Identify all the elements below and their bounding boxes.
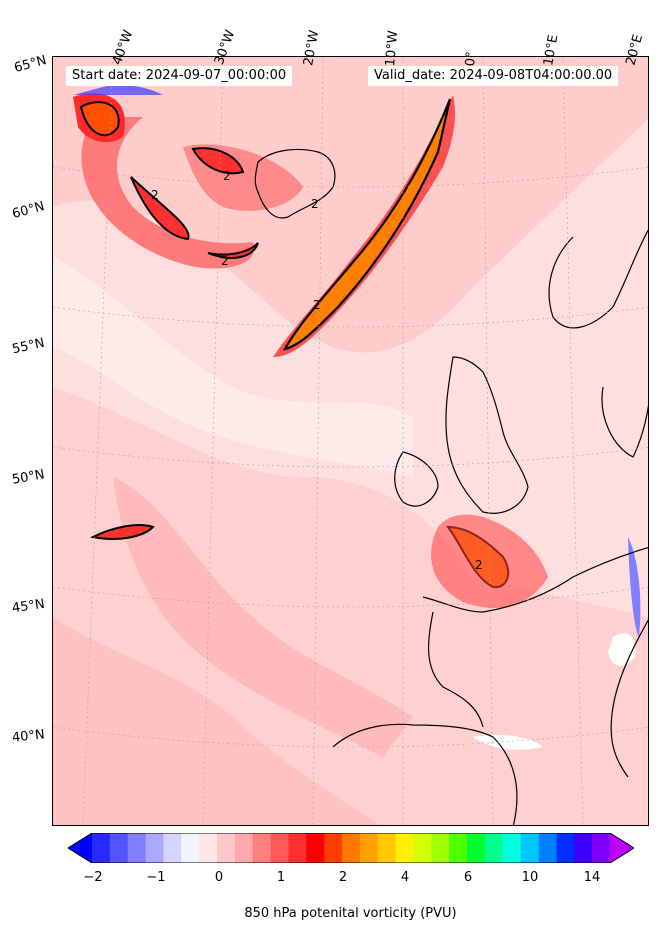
lat-label-40n: 40°N — [11, 727, 46, 746]
colorbar-segment — [592, 833, 611, 863]
sweden-coastline — [601, 386, 648, 458]
pv-negative-east — [628, 537, 641, 637]
colorbar-segment — [502, 833, 522, 863]
pv-band-southwest — [113, 477, 413, 757]
parallel-lines — [53, 166, 648, 748]
valid-date-label: Valid_date: 2024-09-08T04:00:00.00 — [368, 66, 619, 86]
pv-contour-swirl — [130, 176, 190, 241]
colorbar-segment — [520, 833, 540, 863]
colorbar-segment — [306, 833, 325, 863]
contour-label-6: 2 — [311, 197, 319, 211]
colorbar-segment — [217, 833, 236, 863]
colorbar-extend-low — [68, 833, 92, 863]
lon-label-0: 0° — [463, 50, 480, 67]
start-date-label: Start date: 2024-09-07_00:00:00 — [66, 66, 293, 86]
lat-label-60n: 60°N — [10, 199, 47, 222]
colorbar-segment — [377, 833, 397, 863]
iberia-coastline — [332, 723, 518, 825]
pv-contour-atlantic — [89, 524, 155, 540]
map-panel: 2 2 2 2 2 2 — [52, 56, 649, 826]
great-britain-coastline — [445, 356, 529, 514]
colorbar-segment — [395, 833, 415, 863]
colorbar-segment — [467, 833, 486, 863]
colorbar-segment — [574, 833, 593, 863]
colorbar-segment — [556, 833, 575, 863]
colorbar — [68, 833, 634, 863]
colorbar-segment — [431, 833, 450, 863]
colorbar-segment — [127, 833, 147, 863]
colorbar-tick-label: 6 — [463, 870, 473, 885]
colorbar-tick-label: 14 — [583, 870, 601, 885]
colorbar-segment — [199, 833, 218, 863]
colorbar-segment — [359, 833, 379, 863]
colorbar-segment — [234, 833, 254, 863]
contour-label-1: 2 — [223, 169, 231, 183]
colorbar-segment — [342, 833, 361, 863]
pv-contour-nw — [79, 101, 120, 137]
pv-contour-south-of-iceland — [207, 242, 259, 259]
contour-label-2: 2 — [151, 188, 159, 202]
colorbar-segment — [145, 833, 164, 863]
colorbar-tick-label: 1 — [276, 870, 286, 885]
colorbar-tick-label: −2 — [83, 870, 103, 885]
meridian-lines — [82, 57, 584, 825]
france-north-coastline — [422, 546, 648, 613]
pv-light-band — [53, 257, 413, 477]
colorbar-segment — [181, 833, 200, 863]
italy-coastline — [610, 619, 648, 778]
colorbar-tick-label: 10 — [521, 870, 539, 885]
pv-swirl-west — [81, 117, 255, 269]
colorbar-segment — [252, 833, 272, 863]
lat-label-65n: 65°N — [12, 53, 49, 76]
iceland-coastline — [254, 148, 336, 219]
colorbar-segment — [538, 833, 557, 863]
france-west-coastline — [428, 611, 484, 728]
colorbar-title: 850 hPa potenital vorticity (PVU) — [244, 906, 457, 921]
pv-field-map: 2 2 2 2 2 2 — [53, 57, 648, 825]
pv-swath-north — [53, 57, 648, 353]
pv-missing-iberia — [473, 735, 543, 750]
colorbar-segment — [270, 833, 289, 863]
colorbar-segment — [413, 833, 432, 863]
colorbar-extend-high — [610, 833, 634, 863]
contour-label-4: 2 — [313, 298, 321, 312]
colorbar-segment — [484, 833, 504, 863]
contour-label-3: 2 — [221, 254, 229, 268]
pv-contour-filament — [282, 98, 452, 351]
lon-label-10w: 10°W — [383, 29, 402, 67]
pv-negative-north — [73, 84, 163, 95]
colorbar-segment — [449, 833, 468, 863]
lat-label-50n: 50°N — [10, 467, 46, 488]
norway-coastline — [548, 229, 648, 329]
pv-contour-iceland-west — [191, 147, 245, 175]
contour-label-5: 2 — [475, 558, 483, 572]
pv-band-south — [53, 617, 380, 825]
colorbar-segment — [163, 833, 182, 863]
colorbar-tick-label: 2 — [338, 870, 348, 885]
colorbar-tick-label: 0 — [214, 870, 224, 885]
colorbar-segment — [109, 833, 129, 863]
colorbar-segment — [324, 833, 343, 863]
lat-label-55n: 55°N — [10, 335, 46, 358]
pv-channel-halo — [431, 514, 548, 608]
colorbar-tick-label: 4 — [400, 870, 410, 885]
colorbar-segment — [92, 833, 111, 863]
colorbar-tick-label: −1 — [146, 870, 166, 885]
lat-label-45n: 45°N — [11, 596, 46, 617]
colorbar-segment — [288, 833, 307, 863]
